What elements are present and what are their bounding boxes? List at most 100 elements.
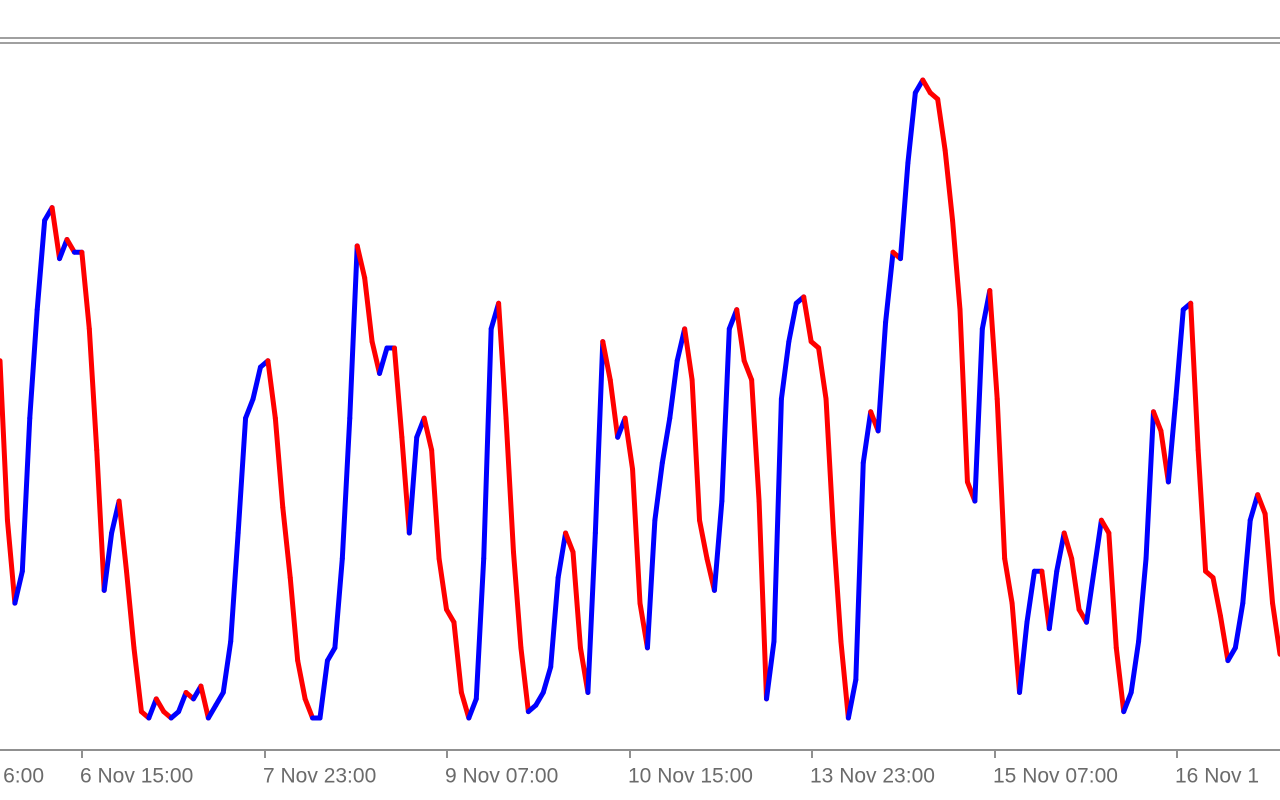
- line-segment: [436, 556, 450, 613]
- line-segment: [1002, 556, 1015, 606]
- line-segment: [473, 556, 487, 702]
- line-segment: [406, 434, 420, 536]
- line-segment: [510, 549, 524, 651]
- line-segment: [555, 530, 569, 581]
- line-segment: [950, 217, 963, 313]
- line-segment: [1113, 645, 1127, 715]
- line-segment: [377, 345, 390, 376]
- line-segment: [1270, 600, 1280, 657]
- line-segment: [250, 364, 263, 402]
- line-segment: [1009, 600, 1023, 695]
- line-segment: [905, 90, 918, 166]
- line-segment: [1173, 307, 1186, 402]
- line-segment: [1069, 556, 1082, 613]
- line-segment: [176, 689, 189, 715]
- line-segment: [1084, 568, 1097, 625]
- line-segment: [347, 243, 360, 421]
- line-segment: [1240, 517, 1253, 606]
- line-segment: [719, 326, 732, 504]
- line-segment: [786, 300, 799, 345]
- line-segment: [421, 415, 435, 453]
- line-segment: [585, 530, 598, 695]
- line-segment: [1054, 530, 1067, 574]
- line-segment: [1247, 492, 1261, 523]
- line-segment: [466, 696, 479, 721]
- line-segment: [592, 339, 606, 536]
- line-segment: [987, 288, 1000, 402]
- line-segment: [131, 645, 144, 715]
- line-segment: [1188, 300, 1201, 453]
- line-segment: [1091, 517, 1104, 574]
- line-segment: [369, 339, 383, 376]
- line-segment: [607, 377, 621, 440]
- line-segment: [659, 415, 673, 466]
- line-segment: [823, 396, 836, 536]
- line-segment: [1106, 530, 1119, 651]
- line-segment: [354, 243, 368, 281]
- line-segment: [1210, 575, 1223, 619]
- line-segment: [1232, 600, 1246, 651]
- line-segment: [332, 556, 345, 651]
- line-segment: [496, 300, 509, 421]
- line-segment: [1217, 613, 1231, 664]
- line-segment: [897, 160, 911, 262]
- line-segment: [243, 396, 256, 421]
- line-segment: [600, 339, 613, 383]
- line-segment: [34, 217, 48, 313]
- line-segment: [771, 396, 784, 644]
- line-segment: [682, 326, 695, 383]
- x-tick-label: 6 Nov 15:00: [80, 765, 193, 788]
- line-segment: [265, 358, 278, 421]
- line-segment: [697, 517, 710, 561]
- line-segment: [57, 237, 70, 262]
- line-segment: [228, 530, 241, 644]
- line-segment: [644, 517, 658, 651]
- line-segment: [749, 377, 762, 504]
- line-segment: [12, 568, 25, 606]
- line-segment: [622, 415, 636, 472]
- line-segment: [451, 619, 464, 695]
- x-tick-label: 16 Nov 1: [1175, 765, 1259, 788]
- line-segment: [756, 498, 770, 702]
- line-segment: [503, 415, 516, 555]
- x-tick-label: 7 Nov 23:00: [263, 765, 376, 788]
- x-tick-label: 10 Nov 15:00: [628, 765, 753, 788]
- line-segment: [287, 575, 301, 664]
- x-tick-label: 13 Nov 23:00: [810, 765, 935, 788]
- line-segment: [734, 307, 747, 364]
- line-segment: [198, 683, 211, 721]
- line-segment: [845, 677, 859, 721]
- line-segment: [853, 460, 866, 683]
- line-segment: [816, 345, 829, 402]
- line-segment: [972, 326, 985, 504]
- line-segment: [1017, 619, 1030, 695]
- line-segment: [1061, 530, 1075, 561]
- line-segment: [27, 307, 40, 421]
- line-segment: [994, 396, 1008, 561]
- line-segment: [875, 319, 889, 434]
- line-segment: [1165, 396, 1179, 485]
- line-segment: [1046, 568, 1060, 632]
- line-segment: [391, 345, 405, 440]
- line-segment: [116, 498, 130, 574]
- line-segment: [235, 415, 249, 536]
- line-segment: [838, 638, 851, 721]
- line-segment: [570, 549, 583, 651]
- line-segment: [689, 377, 703, 523]
- line-segment: [1195, 447, 1209, 574]
- line-segment: [101, 530, 115, 593]
- line-segment: [1262, 511, 1276, 606]
- line-segment: [942, 147, 956, 223]
- x-tick-label: 15 Nov 07:00: [993, 765, 1118, 788]
- line-segment: [1121, 689, 1134, 715]
- line-segment: [0, 358, 10, 523]
- line-segment: [957, 307, 970, 485]
- line-segment: [362, 275, 375, 345]
- line-segment: [1024, 568, 1037, 625]
- line-segment: [667, 358, 680, 421]
- line-segment: [272, 415, 286, 510]
- line-segment: [1128, 638, 1142, 695]
- line-segment: [19, 415, 33, 574]
- line-segment: [458, 689, 472, 721]
